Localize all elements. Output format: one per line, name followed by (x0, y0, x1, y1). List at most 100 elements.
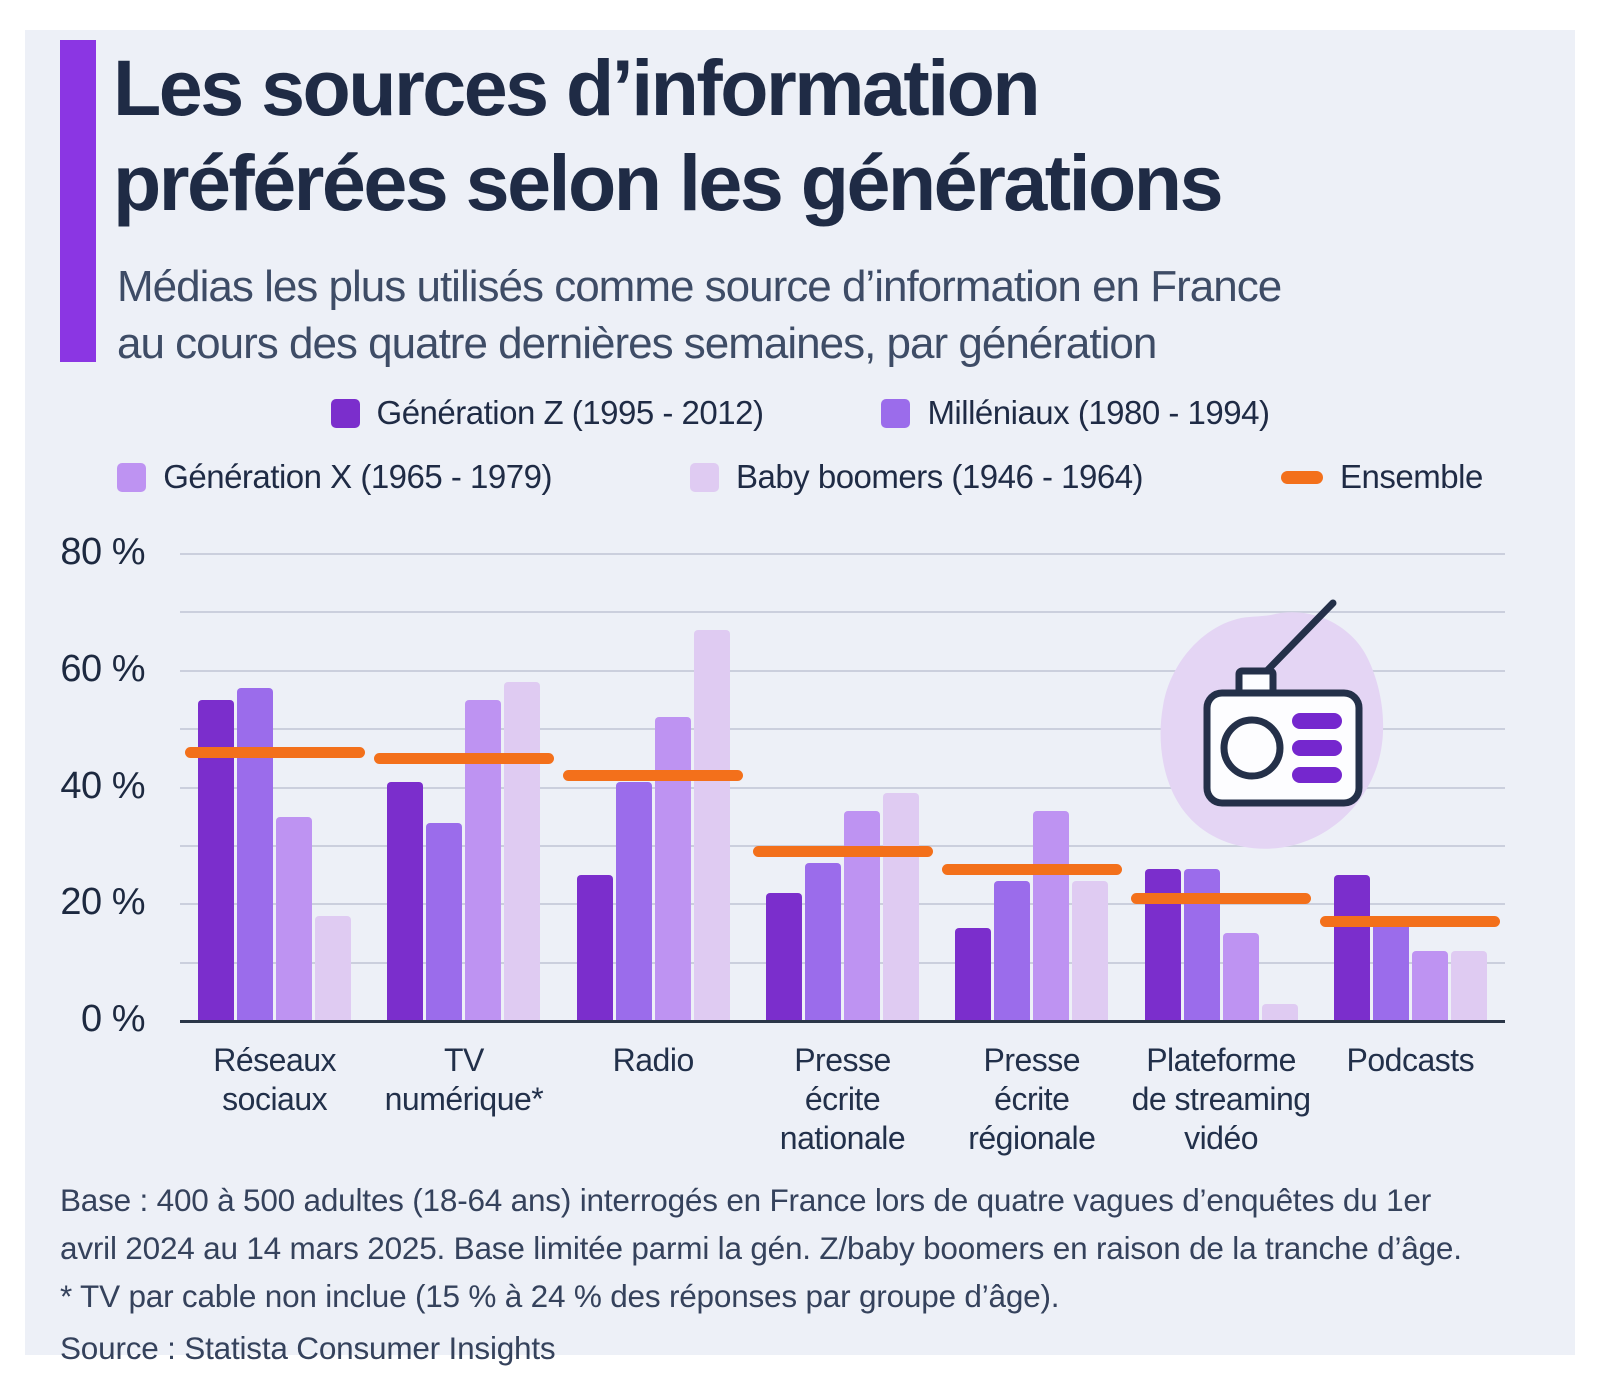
x-axis-label-line: Réseaux (213, 1042, 337, 1078)
bar-group6-series1 (1144, 869, 1181, 1021)
bar-group6-series4 (1261, 1003, 1298, 1021)
radio-bar-2 (1292, 740, 1342, 756)
x-axis-label-line: Radio (612, 1042, 695, 1078)
page-subtitle: Médias les plus utilisés comme source d’… (117, 258, 1282, 372)
legend-item-series2: Milléniaux (1980 - 1994) (881, 394, 1270, 432)
ensemble-line-group4 (752, 846, 933, 858)
title-accent-bar (60, 40, 96, 362)
x-axis-label-line: Presse (794, 1042, 891, 1078)
radio-illustration (1160, 599, 1384, 849)
bar-group4-series2 (805, 863, 841, 1021)
x-axis-label-line: écrite (994, 1081, 1070, 1117)
subtitle-line-2: au cours des quatre dernières semaines, … (117, 319, 1157, 368)
x-axis-label-group6: Plateforme de streaming vidéo (1101, 1041, 1340, 1158)
footnote-line-1: Base : 400 à 500 adultes (18-64 ans) int… (60, 1182, 1431, 1218)
ensemble-line-group6 (1131, 892, 1312, 904)
y-axis-label-40: 40 % (60, 764, 145, 807)
legend-item-ensemble: Ensemble (1281, 458, 1483, 496)
gridline-50 (180, 728, 1505, 731)
x-axis-label-group5: Presse écrite régionale (912, 1041, 1151, 1158)
legend-label: Milléniaux (1980 - 1994) (927, 394, 1270, 431)
bar-group4-series3 (844, 810, 880, 1021)
legend-swatch-series4 (689, 462, 719, 492)
x-axis-label-line: TV (443, 1042, 484, 1078)
gridline-20 (180, 903, 1505, 906)
title-line-1: Les sources d’information (113, 43, 1041, 132)
bar-group4-series1 (766, 892, 802, 1021)
legend-label: Génération X (1965 - 1979) (163, 458, 552, 495)
footnote-line-3: * TV par cable non inclue (15 % à 24 % d… (60, 1278, 1060, 1314)
x-axis-label-group2: TV numérique* (344, 1041, 583, 1119)
bar-group4-series4 (883, 793, 919, 1021)
bar-group7-series2 (1372, 915, 1409, 1021)
title-line-2: préférées selon les générations (113, 138, 1224, 227)
ensemble-line-group5 (941, 863, 1122, 875)
ensemble-line-group2 (373, 752, 554, 764)
bar-group2-series3 (465, 699, 502, 1021)
bar-group3-series4 (693, 629, 730, 1021)
x-axis-label-group4: Presse écrite nationale (723, 1041, 962, 1158)
gridline-70 (180, 611, 1505, 614)
source-note: Source : Statista Consumer Insights (60, 1330, 556, 1366)
y-axis-label-0: 0 % (81, 998, 145, 1040)
x-axis-label-line: Presse (983, 1042, 1081, 1078)
bar-group2-series4 (504, 682, 541, 1021)
legend-item-series3: Génération X (1965 - 1979) (117, 458, 552, 496)
bar-group5-series4 (1072, 880, 1109, 1021)
x-axis-label-line: écrite (804, 1081, 881, 1117)
gridline-30 (180, 844, 1505, 847)
page-title: Les sources d’information préférées selo… (113, 40, 1224, 230)
bar-group5-series1 (955, 927, 992, 1021)
legend-label: Ensemble (1340, 458, 1483, 495)
subtitle-line-1: Médias les plus utilisés comme source d’… (117, 262, 1282, 311)
legend-row-1: Génération Z (1995 - 2012) Milléniaux (19… (25, 394, 1575, 432)
y-axis-label-80: 80 % (60, 531, 145, 573)
footnotes: Base : 400 à 500 adultes (18-64 ans) int… (60, 1176, 1462, 1320)
legend-row-2: Génération X (1965 - 1979) Baby boomers (… (25, 458, 1575, 496)
x-axis-label-line: vidéo (1184, 1120, 1259, 1156)
x-axis-label-line: de streaming (1131, 1081, 1311, 1117)
legend-item-series4: Baby boomers (1946 - 1964) (689, 458, 1144, 496)
x-axis-label-group7: Podcasts (1291, 1041, 1530, 1080)
bar-group1-series3 (276, 816, 313, 1021)
radio-icon (1203, 599, 1363, 807)
gridline-40 (180, 786, 1505, 789)
bar-group7-series4 (1450, 950, 1487, 1021)
bar-group1-series2 (237, 688, 274, 1021)
gridline-10 (180, 961, 1505, 964)
bar-group1-series4 (315, 915, 352, 1021)
x-axis-label-group3: Radio (534, 1041, 773, 1080)
legend-swatch-series3 (117, 462, 147, 492)
x-axis-label-line: Podcasts (1346, 1042, 1475, 1078)
legend-label: Génération Z (1995 - 2012) (376, 394, 764, 431)
bar-group6-series2 (1183, 869, 1220, 1021)
y-axis-label-60: 60 % (60, 647, 145, 690)
bar-group2-series1 (387, 781, 424, 1021)
ensemble-line-group7 (1320, 916, 1501, 928)
x-axis-label-group1: Réseaux sociaux (155, 1041, 394, 1119)
bar-group3-series1 (576, 875, 613, 1021)
legend-swatch-series1 (330, 398, 360, 428)
bar-group5-series2 (994, 880, 1031, 1021)
x-axis-label-line: numérique* (384, 1081, 544, 1117)
legend-label: Baby boomers (1946 - 1964) (735, 458, 1144, 495)
legend-swatch-series2 (881, 398, 911, 428)
ensemble-line-group3 (563, 770, 744, 782)
ensemble-line-group1 (184, 746, 365, 758)
x-axis-label-line: nationale (779, 1120, 906, 1156)
bar-group3-series3 (654, 717, 691, 1021)
plot-area: 0 % 20 % 40 % 60 % 80 % Réseaux sociaux TV numér… (60, 531, 1505, 1156)
y-axis-label-20: 20 % (60, 881, 145, 924)
gridline-80 (180, 553, 1505, 555)
radio-bar-1 (1292, 713, 1342, 729)
radio-bar-3 (1292, 767, 1342, 783)
bar-group7-series1 (1333, 875, 1370, 1021)
content-panel: Les sources d’information préférées selo… (25, 30, 1575, 1366)
bar-group3-series2 (615, 781, 652, 1021)
footnote-line-2: avril 2024 au 14 mars 2025. Base limitée… (60, 1230, 1462, 1266)
x-axis-label-line: Plateforme (1146, 1042, 1296, 1078)
x-axis-label-line: régionale (968, 1120, 1096, 1156)
bar-group2-series2 (426, 822, 463, 1021)
legend-swatch-ensemble (1281, 470, 1324, 484)
